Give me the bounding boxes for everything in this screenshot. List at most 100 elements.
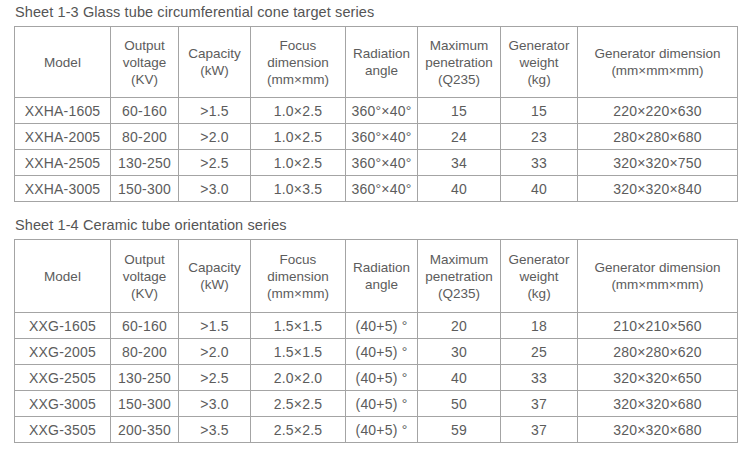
table-cell: 24 bbox=[418, 124, 501, 150]
table-cell: XXG-3005 bbox=[15, 391, 111, 417]
table-row: XXG-3005150-300>3.02.5×2.5(40+5) °503732… bbox=[15, 391, 738, 417]
column-header-capacity: Capacity (kW) bbox=[179, 27, 251, 98]
table-cell: 150-300 bbox=[111, 176, 179, 202]
sheet-1-4-title: Sheet 1-4 Ceramic tube orientation serie… bbox=[15, 217, 737, 233]
table-cell: 280×280×680 bbox=[578, 124, 738, 150]
table-row: XXG-3505200-350>3.52.5×2.5(40+5) °593732… bbox=[15, 417, 738, 443]
table-cell: 1.0×2.5 bbox=[251, 150, 346, 176]
table-cell: 2.5×2.5 bbox=[251, 391, 346, 417]
table-cell: 1.0×2.5 bbox=[251, 98, 346, 124]
column-header-radiation-angle: Radiation angle bbox=[346, 240, 418, 313]
table-cell: 25 bbox=[501, 339, 578, 365]
table-cell: 30 bbox=[418, 339, 501, 365]
table-cell: 37 bbox=[501, 417, 578, 443]
table-cell: >1.5 bbox=[179, 98, 251, 124]
table-cell: 320×320×680 bbox=[578, 417, 738, 443]
table-cell: 1.5×1.5 bbox=[251, 339, 346, 365]
table-row: XXG-2505130-250>2.52.0×2.0(40+5) °403332… bbox=[15, 365, 738, 391]
header-row: ModelOutput voltage (KV)Capacity (kW)Foc… bbox=[15, 27, 738, 98]
table-row: XXHA-2505130-250>2.51.0×2.5360°×40°34333… bbox=[15, 150, 738, 176]
table-cell: 80-200 bbox=[111, 339, 179, 365]
sheet-1-4-table: ModelOutput voltage (KV)Capacity (kW)Foc… bbox=[14, 239, 738, 443]
table-cell: 360°×40° bbox=[346, 98, 418, 124]
table-cell: 360°×40° bbox=[346, 124, 418, 150]
column-header-model: Model bbox=[15, 27, 111, 98]
table-cell: (40+5) ° bbox=[346, 365, 418, 391]
table-cell: 40 bbox=[418, 365, 501, 391]
table-head: ModelOutput voltage (KV)Capacity (kW)Foc… bbox=[15, 27, 738, 98]
table-row: XXHA-160560-160>1.51.0×2.5360°×40°151522… bbox=[15, 98, 738, 124]
table-cell: 15 bbox=[418, 98, 501, 124]
column-header-generator-weight: Generator weight (kg) bbox=[501, 27, 578, 98]
table-cell: >3.5 bbox=[179, 417, 251, 443]
table-cell: >2.5 bbox=[179, 150, 251, 176]
column-header-model: Model bbox=[15, 240, 111, 313]
column-header-output-voltage: Output voltage (KV) bbox=[111, 27, 179, 98]
table-cell: 40 bbox=[418, 176, 501, 202]
table-cell: 50 bbox=[418, 391, 501, 417]
table-cell: 1.0×2.5 bbox=[251, 124, 346, 150]
table-cell: >3.0 bbox=[179, 176, 251, 202]
column-header-focus-dimension: Focus dimension (mm×mm) bbox=[251, 27, 346, 98]
table-cell: 130-250 bbox=[111, 365, 179, 391]
table-cell: 20 bbox=[418, 313, 501, 339]
table-cell: 80-200 bbox=[111, 124, 179, 150]
table-cell: >2.0 bbox=[179, 124, 251, 150]
table-cell: 23 bbox=[501, 124, 578, 150]
column-header-radiation-angle: Radiation angle bbox=[346, 27, 418, 98]
table-cell: 15 bbox=[501, 98, 578, 124]
table-cell: >2.0 bbox=[179, 339, 251, 365]
table-cell: >3.0 bbox=[179, 391, 251, 417]
table-cell: XXHA-1605 bbox=[15, 98, 111, 124]
table-cell: 60-160 bbox=[111, 313, 179, 339]
table-cell: 320×320×750 bbox=[578, 150, 738, 176]
sheet-1-4-section: Sheet 1-4 Ceramic tube orientation serie… bbox=[14, 217, 737, 443]
column-header-maximum-penetration: Maximum penetration (Q235) bbox=[418, 240, 501, 313]
table-cell: 360°×40° bbox=[346, 176, 418, 202]
column-header-generator-dimension: Generator dimension (mm×mm×mm) bbox=[578, 27, 738, 98]
table-cell: 1.5×1.5 bbox=[251, 313, 346, 339]
sheet-1-3-section: Sheet 1-3 Glass tube circumferential con… bbox=[14, 4, 737, 202]
table-cell: 60-160 bbox=[111, 98, 179, 124]
table-cell: XXG-3505 bbox=[15, 417, 111, 443]
table-cell: 220×220×630 bbox=[578, 98, 738, 124]
table-cell: 1.0×3.5 bbox=[251, 176, 346, 202]
column-header-output-voltage: Output voltage (KV) bbox=[111, 240, 179, 313]
table-cell: 130-250 bbox=[111, 150, 179, 176]
table-row: XXG-160560-160>1.51.5×1.5(40+5) °2018210… bbox=[15, 313, 738, 339]
table-cell: 40 bbox=[501, 176, 578, 202]
table-cell: (40+5) ° bbox=[346, 339, 418, 365]
column-header-generator-dimension: Generator dimension (mm×mm×mm) bbox=[578, 240, 738, 313]
table-cell: XXG-2005 bbox=[15, 339, 111, 365]
table-cell: 320×320×680 bbox=[578, 391, 738, 417]
table-row: XXG-200580-200>2.01.5×1.5(40+5) °3025280… bbox=[15, 339, 738, 365]
table-cell: 200-350 bbox=[111, 417, 179, 443]
table-row: XXHA-3005150-300>3.01.0×3.5360°×40°40403… bbox=[15, 176, 738, 202]
table-cell: >2.5 bbox=[179, 365, 251, 391]
table-cell: 37 bbox=[501, 391, 578, 417]
table-cell: 34 bbox=[418, 150, 501, 176]
table-row: XXHA-200580-200>2.01.0×2.5360°×40°242328… bbox=[15, 124, 738, 150]
table-cell: 320×320×650 bbox=[578, 365, 738, 391]
table-cell: (40+5) ° bbox=[346, 313, 418, 339]
spec-sheet-page: Sheet 1-3 Glass tube circumferential con… bbox=[0, 0, 750, 460]
table-cell: XXHA-3005 bbox=[15, 176, 111, 202]
table-body: XXG-160560-160>1.51.5×1.5(40+5) °2018210… bbox=[15, 313, 738, 443]
column-header-maximum-penetration: Maximum penetration (Q235) bbox=[418, 27, 501, 98]
column-header-capacity: Capacity (kW) bbox=[179, 240, 251, 313]
table-cell: 360°×40° bbox=[346, 150, 418, 176]
table-cell: XXG-1605 bbox=[15, 313, 111, 339]
table-cell: 2.5×2.5 bbox=[251, 417, 346, 443]
sheet-1-3-table: ModelOutput voltage (KV)Capacity (kW)Foc… bbox=[14, 26, 738, 202]
header-row: ModelOutput voltage (KV)Capacity (kW)Foc… bbox=[15, 240, 738, 313]
table-cell: XXHA-2005 bbox=[15, 124, 111, 150]
column-header-generator-weight: Generator weight (kg) bbox=[501, 240, 578, 313]
table-cell: 2.0×2.0 bbox=[251, 365, 346, 391]
table-cell: 150-300 bbox=[111, 391, 179, 417]
column-header-focus-dimension: Focus dimension (mm×mm) bbox=[251, 240, 346, 313]
table-cell: 320×320×840 bbox=[578, 176, 738, 202]
table-cell: (40+5) ° bbox=[346, 391, 418, 417]
table-head: ModelOutput voltage (KV)Capacity (kW)Foc… bbox=[15, 240, 738, 313]
table-cell: >1.5 bbox=[179, 313, 251, 339]
table-cell: 59 bbox=[418, 417, 501, 443]
